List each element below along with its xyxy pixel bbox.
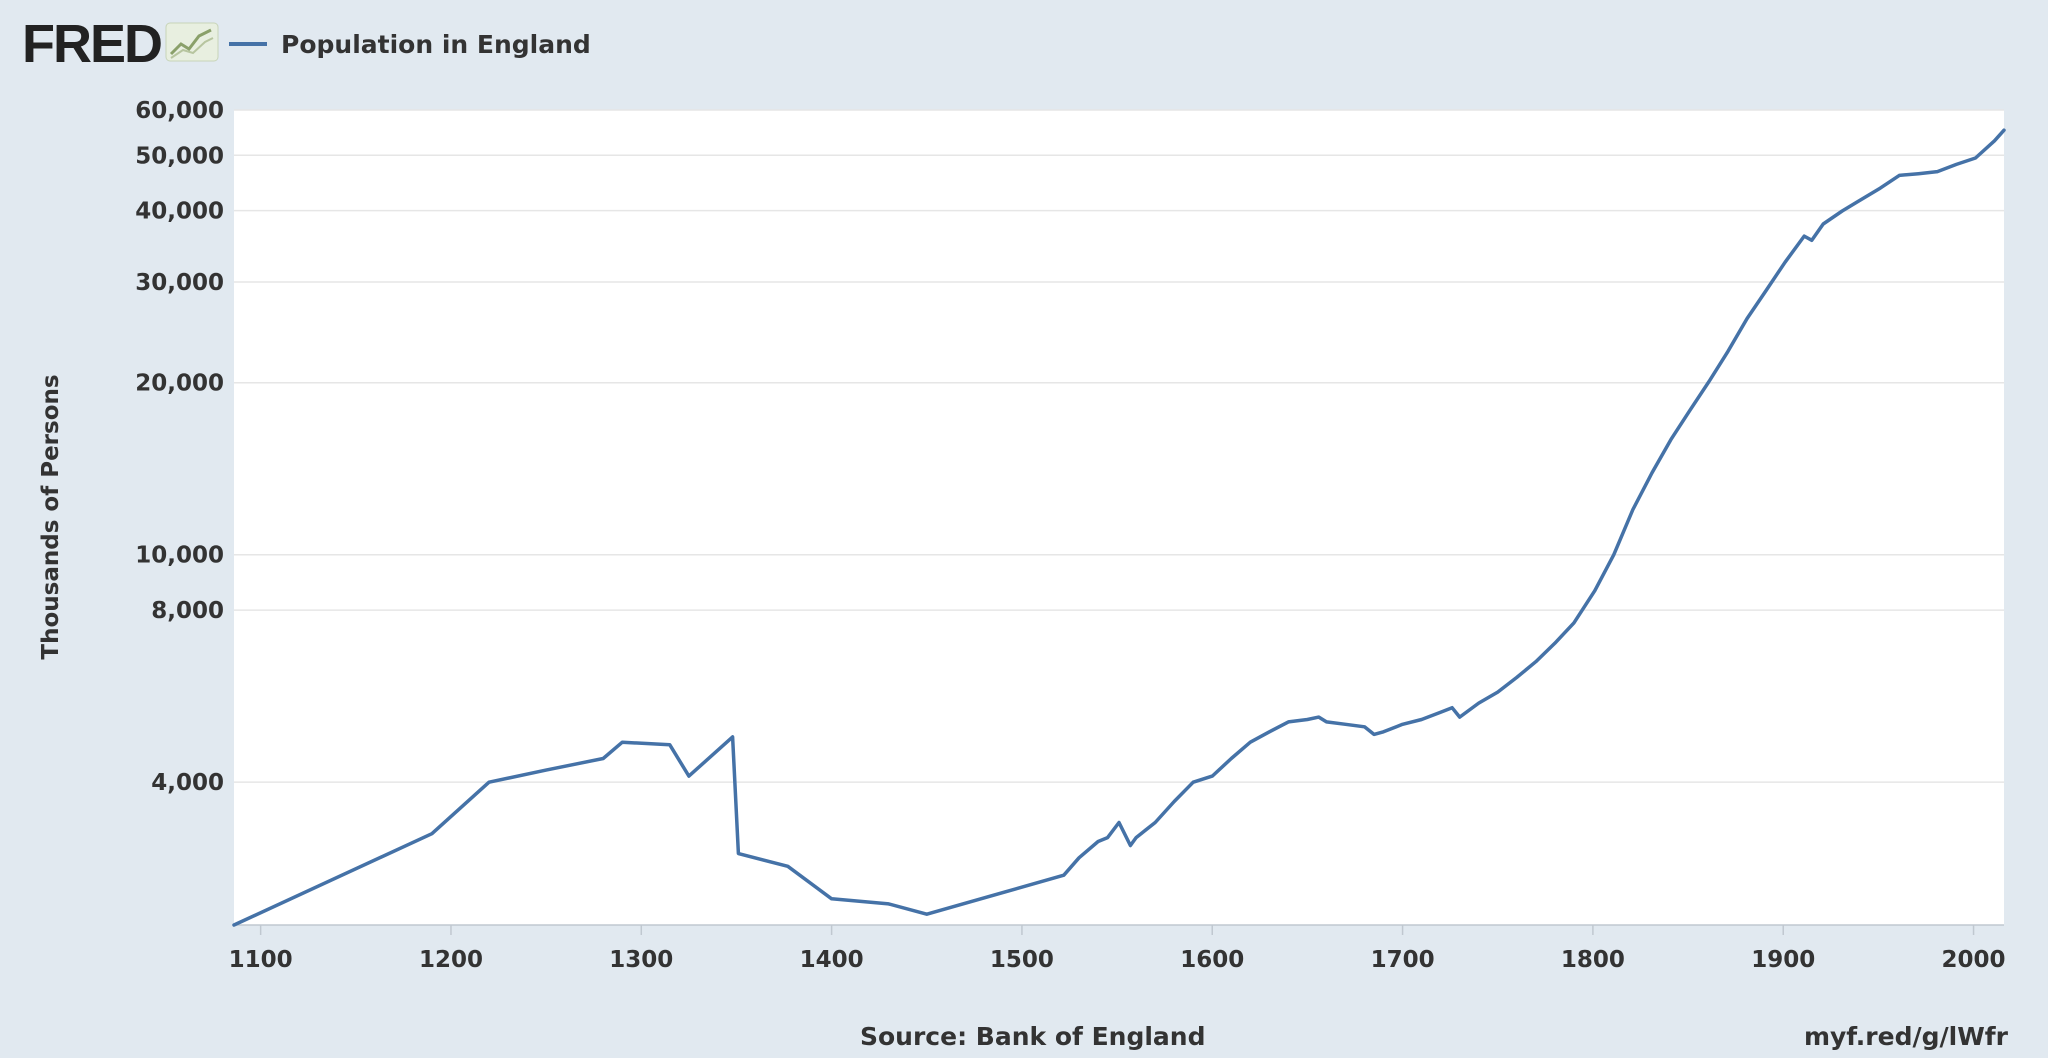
y-axis-ticks: 4,000 8,000 10,000 20,000 30,000 40,000 50,000…: [135, 98, 224, 796]
header: FRED Population in England: [22, 14, 591, 74]
plot-area: [234, 110, 2004, 925]
y-tick-label: 40,000: [135, 199, 224, 225]
series-line-population[interactable]: [232, 128, 2006, 927]
y-tick-label: 4,000: [151, 770, 224, 796]
short-link[interactable]: myf.red/g/lWfr: [1803, 1022, 2008, 1051]
x-tick-label: 1500: [990, 947, 1054, 973]
source-text: Source: Bank of England: [860, 1022, 1206, 1051]
y-tick-label: 30,000: [135, 270, 224, 296]
x-tick-label: 1400: [800, 947, 864, 973]
x-tick-label: 1100: [229, 947, 293, 973]
y-tick-label: 50,000: [135, 143, 224, 169]
gridlines: [234, 109, 2004, 783]
x-tick-label: 1300: [609, 947, 673, 973]
y-tick-label: 10,000: [135, 543, 224, 569]
fred-logo[interactable]: FRED: [22, 14, 163, 74]
x-tick-label: 2000: [1942, 947, 2006, 973]
y-tick-label: 60,000: [135, 98, 224, 124]
x-tick-label: 1800: [1561, 947, 1625, 973]
x-tick-label: 1600: [1180, 947, 1244, 973]
x-tick-label: 1200: [419, 947, 483, 973]
y-axis-label: Thousands of Persons: [38, 374, 64, 659]
x-tick-label: 1700: [1371, 947, 1435, 973]
line-chart-icon: [165, 22, 219, 66]
y-tick-label: 8,000: [151, 598, 224, 624]
x-axis-ticks: 1100 1200 1300 1400 1500 1600 1700 1800 1900 2000: [229, 925, 2006, 973]
x-tick-label: 1900: [1751, 947, 1815, 973]
y-tick-label: 20,000: [135, 371, 224, 397]
chart-legend[interactable]: Population in England: [229, 30, 591, 59]
legend-swatch: [229, 42, 267, 46]
legend-label: Population in England: [281, 29, 591, 59]
